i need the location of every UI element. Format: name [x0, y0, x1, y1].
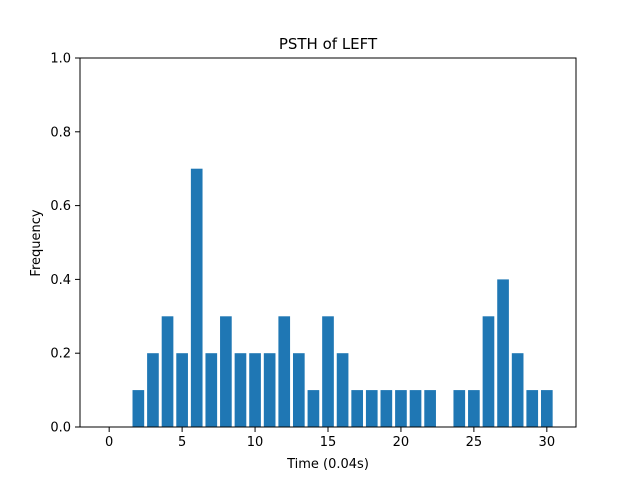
bar-15 — [322, 316, 334, 427]
bar-24 — [453, 390, 466, 427]
bars-group — [132, 168, 553, 427]
y-tick-label: 0.2 — [50, 347, 71, 362]
x-axis-label: Time (0.04s) — [286, 457, 369, 472]
plot-area-frame — [79, 57, 577, 428]
x-tick-label: 15 — [320, 435, 337, 450]
bar-7 — [205, 353, 218, 427]
x-axis-ticks: 0 5 10 15 20 25 30 — [105, 427, 555, 450]
y-tick-label: 0.8 — [50, 125, 71, 140]
x-tick-label: 10 — [247, 435, 264, 450]
bar-6 — [190, 168, 203, 427]
y-tick-label: 0.4 — [50, 273, 71, 288]
chart-title: PSTH of LEFT — [279, 35, 378, 53]
bar-18 — [365, 390, 378, 427]
y-tick-label: 0.0 — [50, 421, 71, 436]
bar-8 — [220, 316, 232, 427]
bar-10 — [249, 353, 261, 427]
bar-13 — [292, 353, 305, 427]
x-tick-label: 25 — [466, 435, 483, 450]
bar-25 — [468, 390, 480, 427]
y-tick-label: 0.6 — [50, 199, 71, 214]
x-tick-label: 20 — [393, 435, 410, 450]
y-tick-label: 1.0 — [50, 52, 71, 67]
bar-11 — [263, 353, 276, 427]
bar-22 — [424, 390, 436, 427]
bar-4 — [161, 316, 174, 427]
x-tick-label: 0 — [105, 435, 113, 450]
bar-26 — [482, 316, 495, 427]
bar-14 — [307, 390, 320, 427]
bar-29 — [526, 390, 539, 427]
bar-9 — [234, 353, 247, 427]
x-tick-label: 30 — [539, 435, 556, 450]
bar-2 — [132, 390, 145, 427]
bar-20 — [395, 390, 407, 427]
y-axis-label: Frequency — [29, 209, 44, 276]
bar-19 — [380, 390, 393, 427]
bar-3 — [147, 353, 159, 427]
bar-17 — [351, 390, 364, 427]
bar-12 — [278, 316, 291, 427]
bar-16 — [336, 353, 349, 427]
bar-5 — [176, 353, 188, 427]
bar-30 — [540, 390, 553, 427]
bar-21 — [409, 390, 422, 427]
x-tick-label: 5 — [178, 435, 186, 450]
bar-27 — [497, 279, 509, 427]
bar-28 — [511, 353, 524, 427]
y-axis-ticks: 0.0 0.2 0.4 0.6 0.8 1.0 — [50, 52, 80, 436]
